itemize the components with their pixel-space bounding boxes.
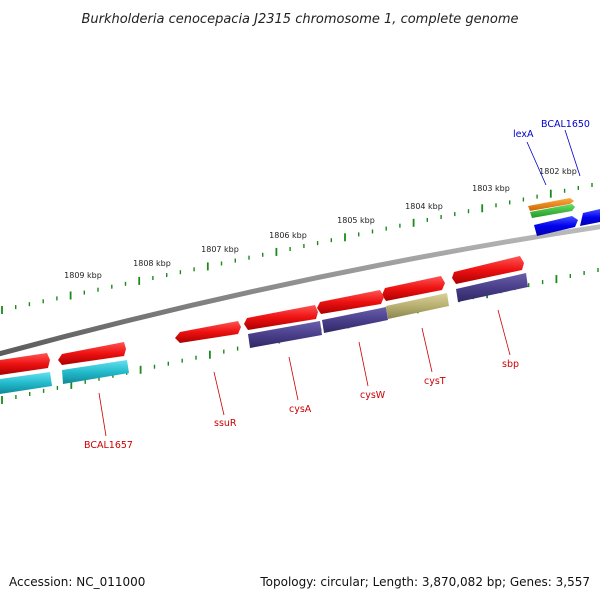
- accession-text: Accession: NC_011000: [9, 575, 145, 589]
- scale-tick-label: 1802 kbp: [539, 167, 577, 176]
- map-title: Burkholderia cenocepacia J2315 chromosom…: [81, 12, 518, 27]
- gene-label-BCAL1650[interactable]: BCAL1650: [541, 119, 590, 130]
- callout-lines: [98, 129, 581, 437]
- gene-labels: lexA BCAL1650 sbp cysT cysW cysA ssuR BC…: [84, 119, 590, 451]
- gene-feature-lexA-green[interactable]: [530, 204, 575, 218]
- gene-feature-red-7[interactable]: [0, 353, 50, 375]
- gene-feature-red-6[interactable]: [58, 342, 126, 365]
- chromosome-backbone: [0, 224, 600, 357]
- gene-features: [0, 198, 600, 394]
- gene-feature-cysA[interactable]: [248, 321, 322, 348]
- gene-label-cysW[interactable]: cysW: [360, 390, 386, 401]
- gene-label-lexA[interactable]: lexA: [513, 129, 534, 140]
- gene-feature-red-1[interactable]: [452, 256, 524, 284]
- gene-feature-teal-2[interactable]: [0, 372, 52, 394]
- scale-tick-label: 1806 kbp: [269, 231, 307, 240]
- scale-tick-label: 1805 kbp: [337, 216, 375, 225]
- gene-feature-lexA-orange[interactable]: [528, 198, 574, 211]
- gene-feature-cysW[interactable]: [322, 307, 388, 333]
- scale-tick-label: 1808 kbp: [133, 259, 171, 268]
- gene-feature-red-3[interactable]: [317, 290, 384, 314]
- gene-label-cysT[interactable]: cysT: [424, 376, 446, 387]
- gene-label-BCAL1657[interactable]: BCAL1657: [84, 440, 133, 451]
- gene-label-cysA[interactable]: cysA: [289, 404, 312, 415]
- gene-feature-teal-1[interactable]: [62, 360, 129, 384]
- scale-tick-label: 1807 kbp: [201, 245, 239, 254]
- gene-label-ssuR[interactable]: ssuR: [214, 418, 237, 429]
- gene-feature-red-5[interactable]: [175, 321, 241, 343]
- gene-feature-cysT[interactable]: [386, 293, 449, 319]
- scale-tick-labels: 1802 kbp 1803 kbp 1804 kbp 1805 kbp 1806 kbp…: [64, 167, 577, 280]
- gene-feature-red-4[interactable]: [244, 305, 318, 330]
- scale-tick-label: 1803 kbp: [472, 184, 510, 193]
- gene-feature-red-2[interactable]: [382, 276, 445, 301]
- gene-feature-blue-edge[interactable]: [580, 209, 600, 226]
- scale-tick-label: 1804 kbp: [405, 202, 443, 211]
- scale-tick-label: 1809 kbp: [64, 271, 102, 280]
- gene-feature-BCAL1650[interactable]: [534, 216, 578, 236]
- genome-summary-text: Topology: circular; Length: 3,870,082 bp…: [259, 575, 590, 589]
- outer-tick-track: [1, 183, 593, 314]
- gene-feature-sbp[interactable]: [456, 273, 528, 302]
- gene-label-sbp[interactable]: sbp: [502, 359, 519, 370]
